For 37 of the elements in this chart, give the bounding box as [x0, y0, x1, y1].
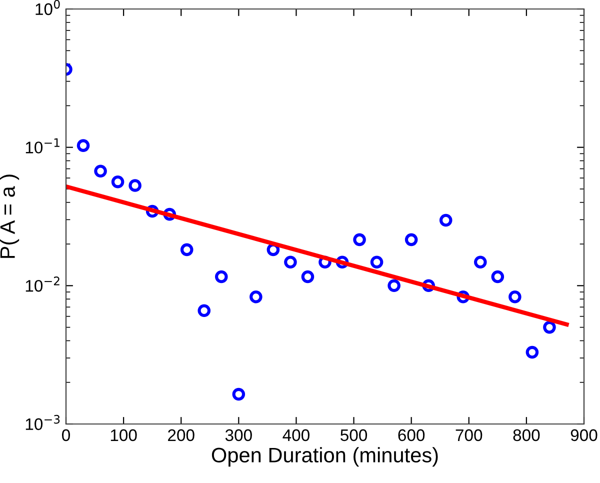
x-tick-label: 600 [398, 429, 425, 442]
point [404, 233, 418, 246]
point [301, 270, 314, 284]
point [508, 290, 522, 304]
x-tick-label: 200 [168, 429, 194, 442]
point [439, 214, 452, 227]
point [353, 233, 366, 246]
point [94, 164, 107, 178]
y-tick-label: 10$^{−2}$ [26, 276, 60, 292]
point [180, 243, 194, 256]
x-axis-title: Open Duration (minutes) [212, 447, 438, 467]
point [198, 304, 211, 318]
point [491, 270, 504, 284]
point [388, 279, 400, 292]
point [526, 346, 539, 359]
x-tick-label: 400 [282, 429, 310, 442]
point [215, 270, 228, 284]
point [232, 388, 246, 401]
x-tick-label: 800 [513, 429, 540, 442]
x-tick-label: 100 [110, 429, 137, 442]
point [370, 256, 384, 269]
point [111, 175, 124, 188]
y-axis-title: P( A = a ) [0, 174, 20, 258]
y-tick-label: 10$^{−3}$ [26, 414, 60, 430]
x-tick-label: 0 [62, 429, 70, 442]
point [250, 290, 262, 304]
point [543, 320, 556, 334]
x-tick-label: 700 [456, 429, 482, 442]
x-tick-label: 900 [570, 429, 598, 442]
x-tick-label: 300 [225, 429, 252, 442]
point [284, 256, 297, 269]
point [474, 256, 487, 269]
point [76, 139, 90, 152]
x-tick-label: 500 [340, 429, 368, 442]
y-tick-label: 10$^{−1}$ [26, 138, 60, 154]
point [128, 179, 142, 192]
y-tick-label: 10$^{0}$ [36, 0, 60, 16]
